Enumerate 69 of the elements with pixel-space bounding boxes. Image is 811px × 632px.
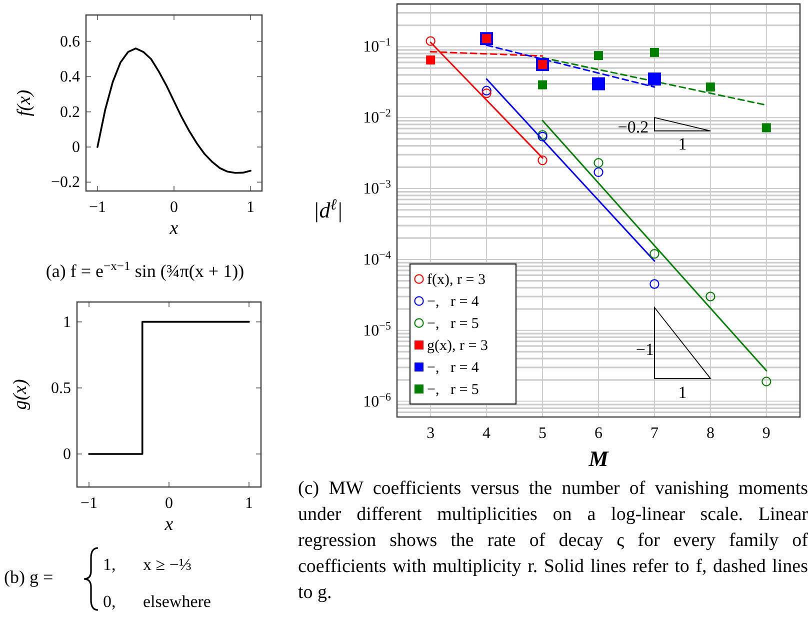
legend-label: −, r = 5 xyxy=(427,382,479,398)
line-series xyxy=(96,48,252,174)
y-tick-label: 0.6 xyxy=(60,33,80,50)
point xyxy=(538,80,548,90)
text: elsewhere xyxy=(143,592,211,611)
point xyxy=(426,36,436,46)
y-tick-label: 10$^{−4}$ xyxy=(363,249,392,268)
y-tick-label: 10$^{−5}$ xyxy=(363,320,392,340)
point xyxy=(650,279,660,289)
y-tick-label: 10$^{−1}$ xyxy=(363,36,391,56)
x-tick-label: 0 xyxy=(165,495,173,512)
text: 0, xyxy=(103,592,116,611)
legend-label: −, r = 4 xyxy=(427,294,480,310)
legend-label: −, r = 5 xyxy=(427,316,479,332)
point xyxy=(482,88,492,98)
y-tick-label: 0.4 xyxy=(60,68,80,86)
x-tick-label: 0 xyxy=(170,199,178,216)
point xyxy=(706,292,716,302)
y-tick-label: −0.2 xyxy=(50,174,80,192)
point xyxy=(594,158,604,168)
y-tick-label: 1 xyxy=(63,314,71,331)
annotation: −0.2 xyxy=(618,117,649,136)
legend-label: g(x), r = 3 xyxy=(427,338,488,354)
text: (a) f = e$^{−x−1}$ sin (¾π(x + 1)) xyxy=(46,259,244,281)
x-tick-label: 5 xyxy=(538,425,547,442)
x-axis-title: x xyxy=(164,514,174,535)
annotation: 1 xyxy=(678,134,687,154)
point xyxy=(426,55,436,64)
point xyxy=(648,72,661,86)
annotation: −1 xyxy=(636,340,654,359)
y-tick-label: 0 xyxy=(72,139,80,156)
y-axis-title: g(x) xyxy=(10,379,31,410)
text: (c) MW coefficients versus the number of vanishing moments under different multiplicities on a log-linear scale. Linear regression shows the rate of decay ς for every family of coefficients with multiplicity r. Solid lines refer to f, dashed lines to g. xyxy=(298,477,808,605)
point xyxy=(482,86,492,96)
point xyxy=(594,167,604,178)
x-axis-title: x xyxy=(168,218,179,239)
x-tick-label: −1 xyxy=(88,199,106,216)
y-tick-label: 0.5 xyxy=(51,380,71,397)
x-tick-label: 6 xyxy=(594,425,602,442)
y-tick-label: 0.2 xyxy=(60,104,80,121)
x-tick-label: 1 xyxy=(246,199,255,216)
x-tick-label: 9 xyxy=(762,425,770,442)
x-tick-label: 3 xyxy=(426,425,435,442)
y-tick-label: 0 xyxy=(63,446,71,463)
x-tick-label: −1 xyxy=(80,495,98,512)
x-tick-label: 8 xyxy=(706,425,714,442)
y-tick-label: 10$^{−2}$ xyxy=(363,108,391,127)
x-tick-label: 4 xyxy=(482,425,491,442)
text: 1, xyxy=(103,555,116,574)
legend-label: f(x), r = 3 xyxy=(427,272,486,288)
text: x ≥ −⅓ xyxy=(143,555,192,574)
point xyxy=(592,77,605,90)
point xyxy=(706,82,715,92)
point xyxy=(762,123,771,132)
annotation: 1 xyxy=(678,383,687,402)
point xyxy=(594,51,603,60)
x-tick-label: 1 xyxy=(245,495,253,512)
point xyxy=(650,248,660,259)
y-axis-title: f(x) xyxy=(14,90,35,116)
point xyxy=(762,376,772,386)
point xyxy=(650,48,659,57)
x-tick-label: 7 xyxy=(650,425,658,442)
point xyxy=(538,155,548,166)
text: (b) g = xyxy=(4,567,54,587)
y-tick-label: 10$^{−6}$ xyxy=(363,391,392,410)
y-axis-title: |d$^{ℓ}$| xyxy=(313,196,343,222)
legend-label: −, r = 4 xyxy=(427,360,480,376)
y-tick-label: 10$^{−3}$ xyxy=(363,178,392,198)
x-axis-title: M xyxy=(588,446,610,471)
